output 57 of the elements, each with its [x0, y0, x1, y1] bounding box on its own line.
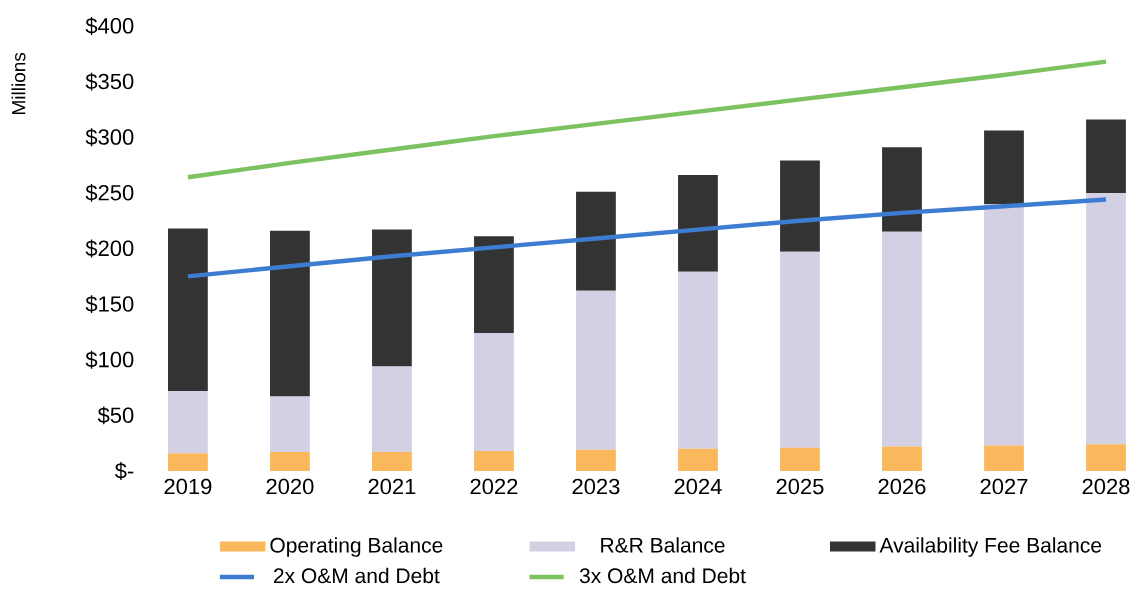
bar	[168, 390, 208, 454]
bar	[780, 251, 820, 448]
bar	[882, 446, 922, 471]
legend-label: 2x O&M and Debt	[273, 567, 440, 584]
y-tick-label: $200	[85, 239, 134, 258]
line-series	[185, 197, 1109, 279]
y-tick-label: $-	[114, 462, 134, 480]
legend-label: Operating Balance	[270, 537, 443, 557]
x-tick-label: 2023	[572, 478, 620, 495]
bar	[270, 230, 310, 397]
y-tick-label: $350	[85, 72, 134, 91]
x-tick-label: 2021	[368, 478, 416, 495]
x-tick-label: 2027	[980, 478, 1028, 495]
bar	[372, 452, 412, 471]
y-tick-label: $400	[85, 17, 134, 35]
y-tick-label: $100	[85, 350, 134, 369]
bar	[984, 130, 1024, 204]
x-tick-label: 2024	[674, 478, 722, 495]
bar	[1086, 119, 1126, 193]
line-series	[185, 59, 1109, 180]
bar	[780, 160, 820, 252]
x-tick-label: 2026	[878, 478, 926, 495]
x-tick-label: 2020	[266, 478, 314, 495]
x-tick-label: 2025	[776, 478, 824, 495]
x-tick-label: 2022	[470, 478, 518, 495]
bar	[474, 236, 514, 334]
bar	[1086, 444, 1126, 471]
bar	[1086, 192, 1126, 445]
bar	[882, 147, 922, 232]
y-axis-title: Millions	[11, 52, 26, 114]
y-tick-label: $250	[85, 183, 134, 202]
bar	[372, 366, 412, 453]
bar	[474, 450, 514, 471]
bar	[474, 333, 514, 451]
bar	[576, 290, 616, 450]
bar	[678, 448, 718, 471]
x-tick-label: 2019	[164, 478, 212, 495]
bar	[270, 452, 310, 471]
x-tick-label: 2028	[1082, 478, 1130, 495]
bar	[984, 204, 1024, 446]
bar	[780, 447, 820, 471]
y-tick-label: $300	[85, 128, 134, 147]
bar	[372, 229, 412, 367]
bar	[576, 191, 616, 291]
bar	[678, 271, 718, 449]
bar	[984, 445, 1024, 471]
bar	[270, 396, 310, 453]
legend-label: Availability Fee Balance	[879, 537, 1102, 557]
bar	[168, 228, 208, 391]
y-tick-label: $150	[85, 295, 134, 314]
bar	[678, 175, 718, 272]
y-tick-label: $50	[97, 406, 134, 425]
legend-label: R&R Balance	[601, 537, 725, 553]
bar	[168, 453, 208, 471]
legend-label: 3x O&M and Debt	[579, 567, 746, 584]
bar	[882, 231, 922, 447]
bar	[576, 449, 616, 471]
